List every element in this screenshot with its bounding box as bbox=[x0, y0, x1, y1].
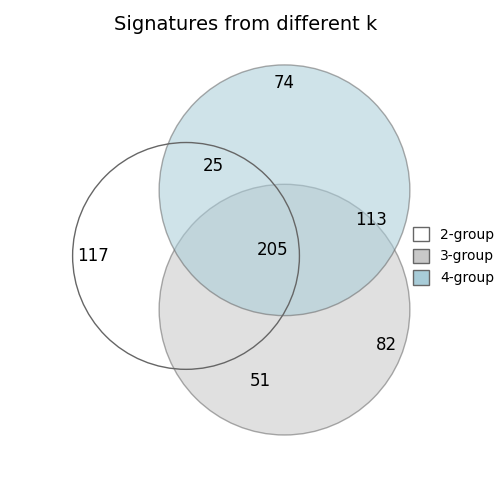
Text: 74: 74 bbox=[274, 74, 295, 92]
Title: Signatures from different k: Signatures from different k bbox=[114, 15, 377, 34]
Legend: 2-group, 3-group, 4-group: 2-group, 3-group, 4-group bbox=[406, 220, 501, 292]
Text: 82: 82 bbox=[375, 337, 397, 354]
Text: 25: 25 bbox=[202, 157, 223, 175]
Text: 117: 117 bbox=[78, 247, 109, 265]
Text: 51: 51 bbox=[250, 372, 271, 390]
Text: 113: 113 bbox=[355, 211, 387, 229]
Circle shape bbox=[159, 65, 410, 316]
Circle shape bbox=[159, 184, 410, 435]
Text: 205: 205 bbox=[257, 241, 288, 259]
